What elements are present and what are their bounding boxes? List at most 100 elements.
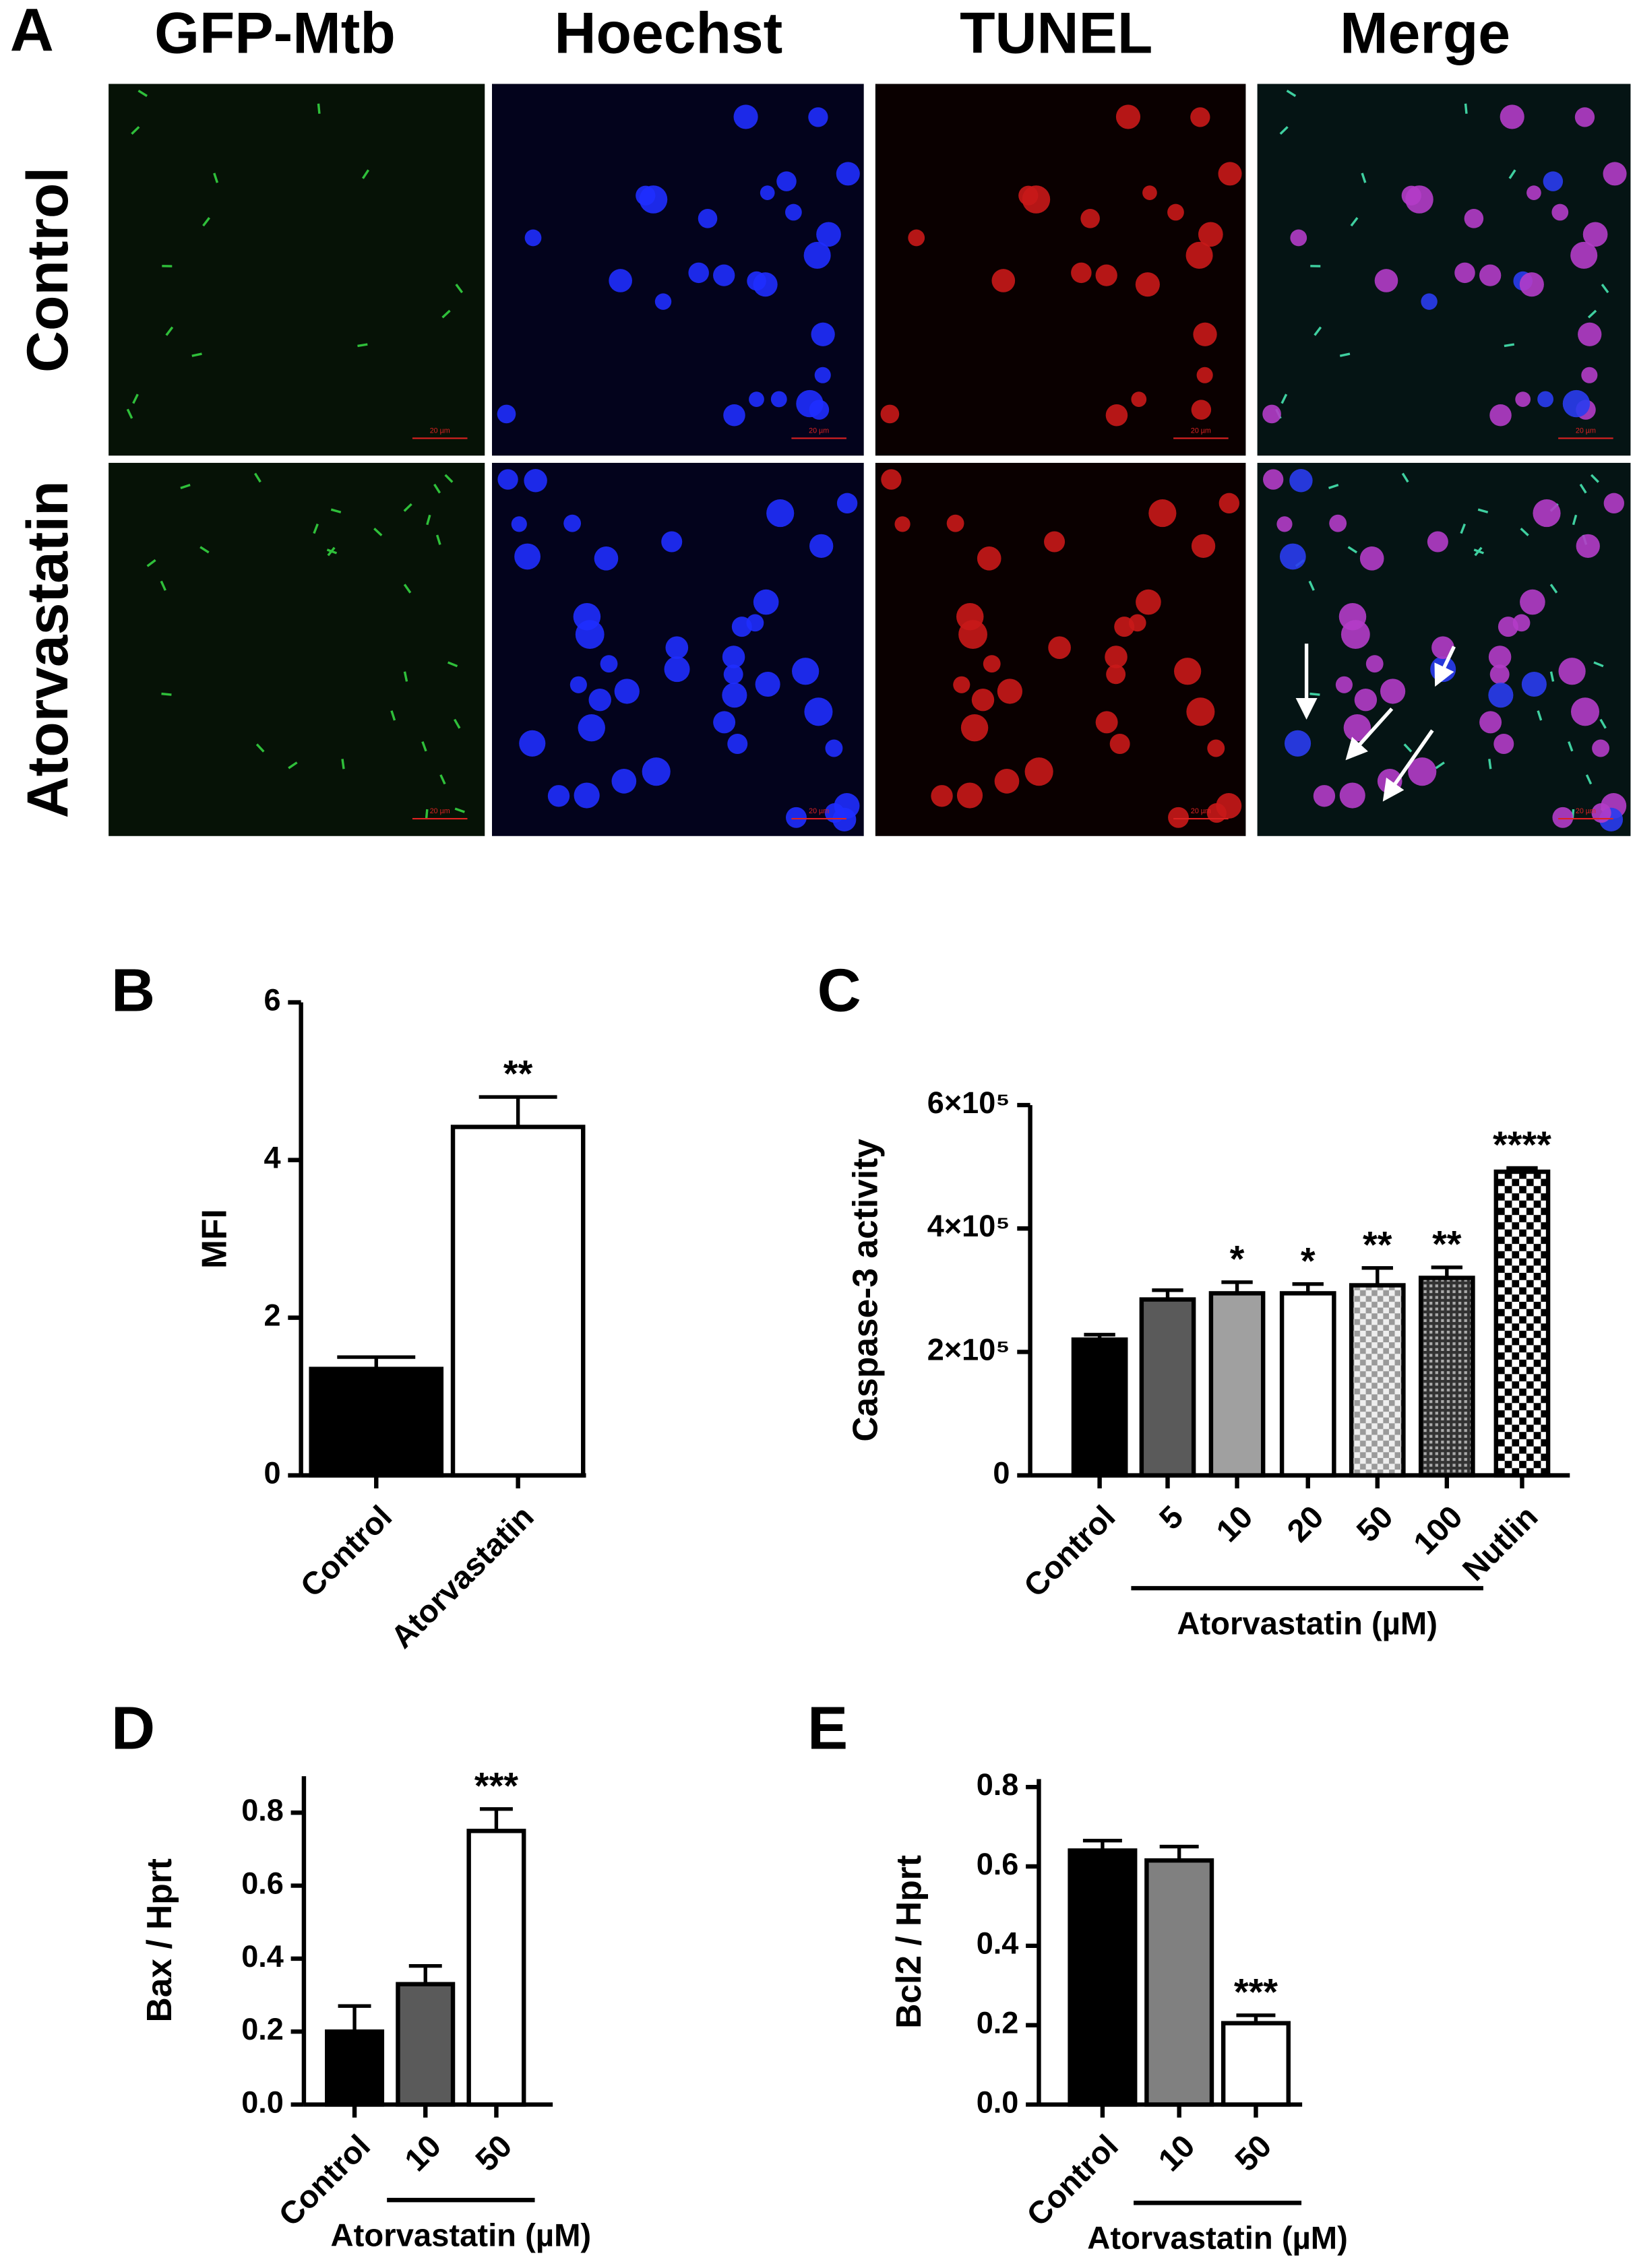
cell — [931, 785, 953, 807]
cell — [785, 203, 802, 221]
significance: ** — [1363, 1224, 1392, 1266]
bacterium — [1572, 514, 1578, 526]
bacterium — [213, 172, 219, 183]
cell — [1174, 658, 1202, 685]
y-axis-label: Bax / Hprt — [140, 1858, 179, 2022]
cell — [1365, 655, 1384, 673]
cell — [569, 676, 587, 693]
cell — [722, 683, 747, 708]
cell — [776, 171, 797, 191]
bacterium — [454, 807, 465, 813]
cell — [1498, 617, 1518, 637]
scale-bar-label: 20 µm — [1576, 427, 1596, 435]
bacterium — [1308, 580, 1315, 591]
bacterium — [1549, 671, 1555, 682]
y-tick-label: 2 — [264, 1298, 281, 1333]
panel-label: B — [111, 957, 155, 1025]
x-tick-label: Control — [1020, 2128, 1125, 2233]
group-label: Atorvastatin (µM) — [1087, 2221, 1348, 2257]
bacterium — [1585, 774, 1593, 785]
bacterium — [1568, 741, 1574, 752]
panel-label: A — [10, 0, 54, 64]
scale-bar-label: 20 µm — [809, 427, 829, 435]
cell — [1493, 734, 1514, 755]
cell — [1018, 185, 1039, 206]
cell — [1105, 645, 1128, 668]
cell — [642, 757, 671, 786]
cell — [1520, 589, 1545, 615]
bacterium — [1286, 90, 1297, 97]
panel-label: D — [111, 1695, 155, 1763]
bacterium — [202, 217, 210, 227]
cell — [1570, 697, 1600, 726]
bacterium — [433, 483, 441, 494]
significance: ** — [503, 1052, 533, 1095]
bacterium — [1435, 761, 1445, 769]
cell — [1521, 671, 1547, 697]
cell — [804, 697, 833, 726]
cell — [1603, 162, 1627, 186]
cell — [824, 803, 845, 823]
bacterium — [160, 580, 166, 591]
bacterium — [373, 528, 383, 536]
y-tick-label: 0.2 — [241, 2012, 284, 2046]
bacterium — [403, 671, 408, 682]
bacterium — [1339, 352, 1351, 357]
bacterium — [1508, 169, 1516, 179]
bacterium — [132, 393, 139, 404]
cell — [723, 404, 745, 427]
cell — [1603, 493, 1624, 514]
scale-bar-label: 20 µm — [1191, 427, 1211, 435]
bacterium — [1314, 326, 1322, 336]
cell — [1574, 107, 1595, 127]
bacterium — [1403, 743, 1413, 753]
cell — [731, 617, 752, 637]
x-tick-label: Nutlin — [1456, 1499, 1545, 1588]
cell — [1581, 367, 1598, 383]
cell — [665, 636, 689, 660]
x-tick-label: 10 — [1152, 2128, 1202, 2178]
cell — [1279, 543, 1306, 570]
cell — [811, 322, 835, 346]
bar — [1418, 1275, 1475, 1478]
bar — [1221, 2021, 1291, 2107]
cell — [1340, 620, 1370, 649]
bacterium — [137, 90, 148, 97]
x-tick-label: 100 — [1407, 1499, 1469, 1562]
cell — [1284, 730, 1312, 757]
cell — [600, 655, 618, 673]
y-tick-label: 6×10⁵ — [927, 1085, 1010, 1120]
x-tick-label: 50 — [469, 2128, 520, 2178]
y-tick-label: 0.0 — [977, 2085, 1019, 2119]
cell — [956, 782, 983, 809]
bar — [309, 1366, 444, 1478]
y-tick-label: 4 — [264, 1141, 281, 1175]
arrow — [1345, 707, 1394, 761]
bar — [1139, 1297, 1196, 1478]
cell — [1191, 400, 1212, 420]
cell — [1048, 636, 1071, 660]
scale-bar-label: 20 µm — [430, 807, 450, 815]
cell — [1380, 679, 1406, 704]
y-tick-label: 0.8 — [977, 1767, 1019, 1802]
bacterium — [255, 743, 265, 753]
x-tick-label: 10 — [1210, 1499, 1260, 1550]
significance: * — [1230, 1238, 1245, 1280]
bacterium — [361, 169, 370, 179]
cell — [1464, 209, 1484, 228]
cell — [497, 469, 518, 490]
y-tick-label: 0.2 — [977, 2006, 1019, 2040]
bacterium — [1477, 508, 1489, 513]
row-label: Atorvastatin — [16, 480, 80, 818]
cell — [1095, 711, 1118, 734]
y-tick-label: 0.8 — [241, 1793, 284, 1827]
cell — [766, 499, 795, 528]
cell — [792, 658, 820, 685]
cell — [1359, 546, 1384, 571]
bacterium — [421, 741, 427, 752]
cell — [1207, 739, 1225, 757]
x-tick-label: 50 — [1229, 2128, 1279, 2178]
cell — [654, 293, 672, 310]
